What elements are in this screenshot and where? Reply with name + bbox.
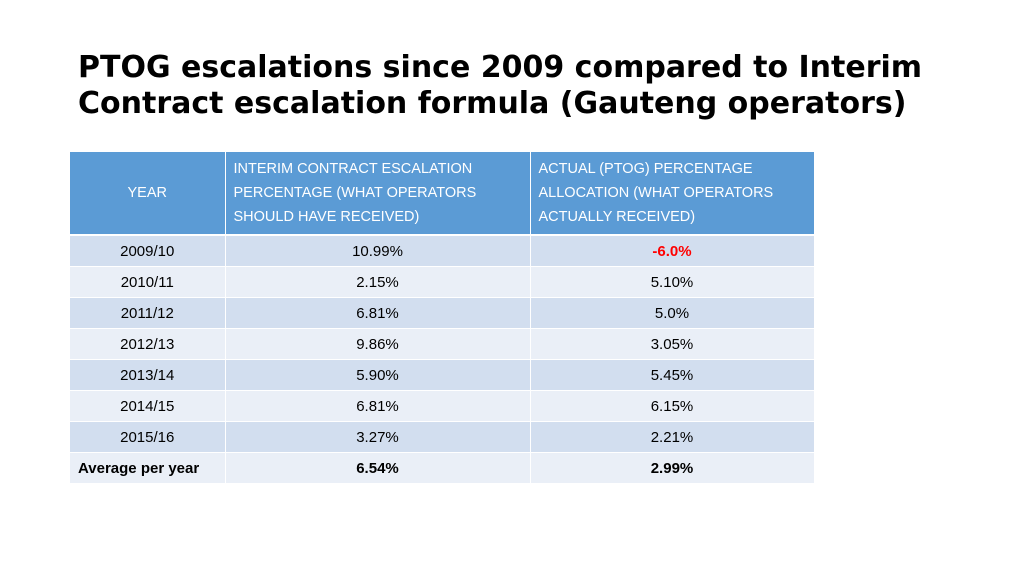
table-row: 2015/16 3.27% 2.21% [70, 421, 815, 453]
table-row: 2012/13 9.86% 3.05% [70, 328, 815, 360]
year-cell: 2009/10 [70, 235, 226, 267]
slide-title-line-1: PTOG escalations since 2009 compared to … [78, 50, 923, 85]
actual-value-cell: 5.45% [530, 359, 815, 391]
year-cell: 2010/11 [70, 266, 226, 298]
table-row: 2009/10 10.99% -6.0% [70, 235, 815, 267]
interim-value-cell: 6.81% [225, 390, 531, 422]
average-row: Average per year 6.54% 2.99% [70, 452, 815, 484]
interim-value-cell: 9.86% [225, 328, 531, 360]
actual-value-cell: 3.05% [530, 328, 815, 360]
slide-title-line-2: Contract escalation formula (Gauteng ope… [78, 86, 907, 121]
actual-value-cell: -6.0% [530, 235, 815, 267]
average-label-cell: Average per year [70, 452, 226, 484]
interim-average-cell: 6.54% [225, 452, 531, 484]
year-cell: 2011/12 [70, 297, 226, 329]
table-row: 2013/14 5.90% 5.45% [70, 359, 815, 391]
actual-value-cell: 6.15% [530, 390, 815, 422]
actual-value-cell: 2.21% [530, 421, 815, 453]
year-cell: 2014/15 [70, 390, 226, 422]
year-cell: 2015/16 [70, 421, 226, 453]
header-interim-contract-escalation: INTERIM CONTRACT ESCALATION PERCENTAGE (… [225, 152, 531, 236]
interim-value-cell: 6.81% [225, 297, 531, 329]
header-actual-ptog-allocation: ACTUAL (PTOG) PERCENTAGE ALLOCATION (WHA… [530, 152, 815, 236]
interim-value-cell: 5.90% [225, 359, 531, 391]
table-row: 2011/12 6.81% 5.0% [70, 297, 815, 329]
actual-value-cell: 5.0% [530, 297, 815, 329]
year-cell: 2012/13 [70, 328, 226, 360]
table-row: 2010/11 2.15% 5.10% [70, 266, 815, 298]
actual-value-cell: 5.10% [530, 266, 815, 298]
interim-value-cell: 3.27% [225, 421, 531, 453]
interim-value-cell: 2.15% [225, 266, 531, 298]
header-year: YEAR [70, 152, 226, 236]
table-row: 2014/15 6.81% 6.15% [70, 390, 815, 422]
slide-title: PTOG escalations since 2009 compared to … [78, 50, 978, 122]
escalation-table: YEAR INTERIM CONTRACT ESCALATION PERCENT… [70, 152, 815, 484]
year-cell: 2013/14 [70, 359, 226, 391]
table-header-row: YEAR INTERIM CONTRACT ESCALATION PERCENT… [70, 152, 815, 236]
actual-average-cell: 2.99% [530, 452, 815, 484]
interim-value-cell: 10.99% [225, 235, 531, 267]
